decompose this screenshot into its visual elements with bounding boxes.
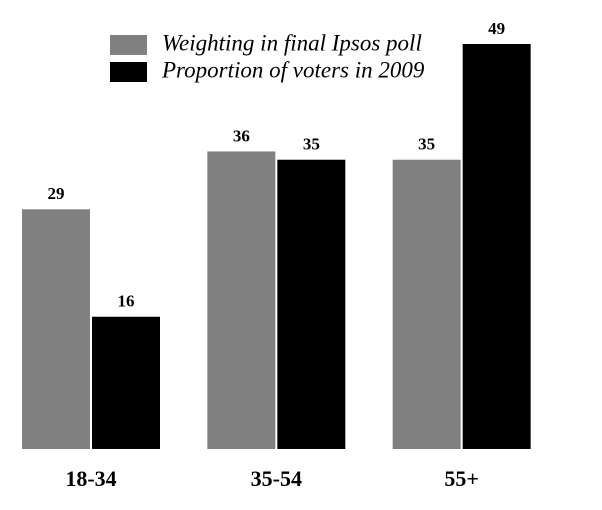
x-tick-label: 35-54 (251, 466, 302, 491)
legend-label: Weighting in final Ipsos poll (162, 30, 422, 55)
bar (207, 151, 276, 449)
bar (277, 159, 346, 449)
value-label: 36 (233, 126, 250, 145)
bar (22, 209, 90, 449)
value-label: 35 (303, 135, 320, 154)
x-tick-label: 55+ (444, 466, 479, 491)
value-label: 49 (488, 19, 505, 38)
x-tick-label: 18-34 (65, 466, 116, 491)
bar (392, 159, 461, 449)
value-label: 35 (418, 135, 435, 154)
bar (462, 44, 531, 449)
legend-swatch (110, 35, 147, 55)
legend-swatch (110, 62, 147, 82)
bar (92, 316, 160, 449)
legend-label: Proportion of voters in 2009 (161, 57, 425, 82)
value-label: 29 (48, 184, 65, 203)
value-label: 16 (118, 292, 135, 311)
